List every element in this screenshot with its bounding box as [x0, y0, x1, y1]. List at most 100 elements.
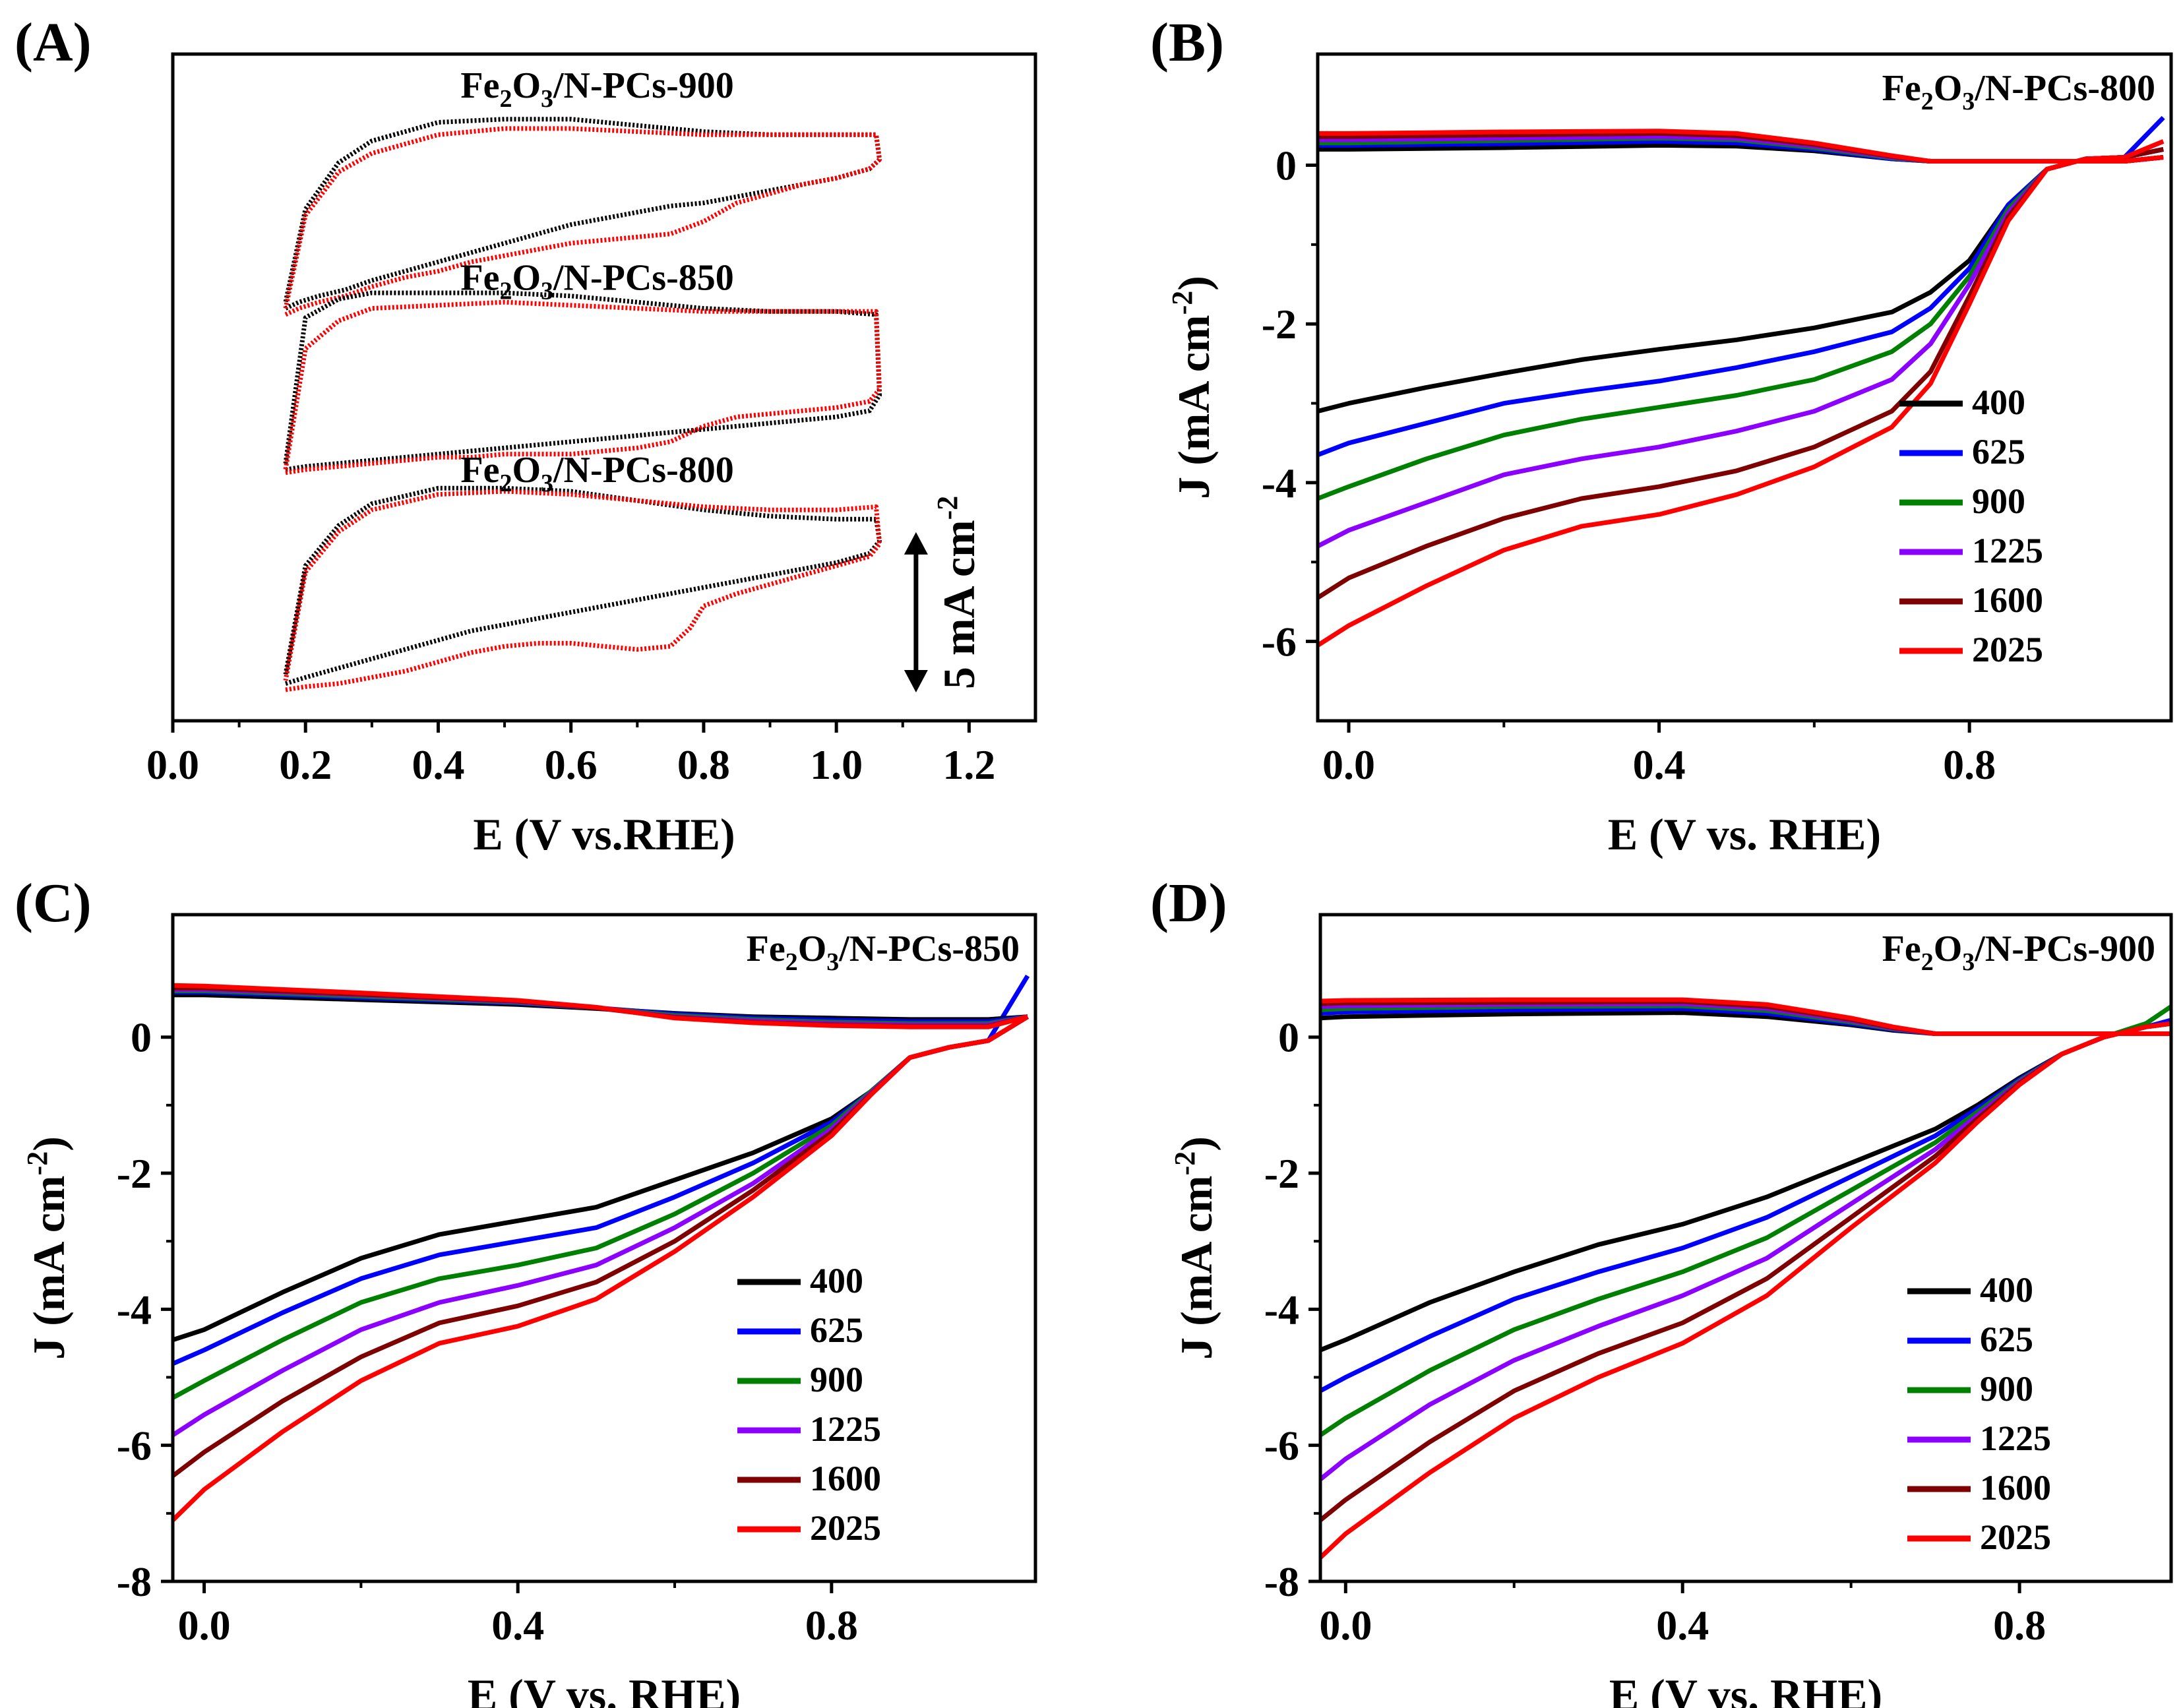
x-tick-label: 0.0: [1319, 1602, 1372, 1649]
series-line-850-black: [283, 290, 882, 472]
series-line-2025: [173, 1014, 1029, 1522]
y-tick-label: -6: [1264, 1422, 1299, 1469]
y-axis-title: J (mA cm-2): [1166, 276, 1219, 499]
panel-label-D: (D): [1150, 872, 1227, 934]
legend-label-1600: 1600: [1980, 1468, 2051, 1508]
y-tick-label: 0: [1278, 1014, 1299, 1061]
x-tick-label: 0.0: [146, 741, 199, 788]
legend-label-625: 625: [810, 1310, 863, 1350]
y-tick-label: -8: [1264, 1558, 1299, 1605]
legend-label-2025: 2025: [1980, 1517, 2051, 1557]
legend-label-900: 900: [1972, 481, 2025, 521]
series-line-900: [1318, 146, 2164, 501]
y-axis-title: J (mA cm-2): [21, 1136, 74, 1360]
series-line-800-red: [283, 489, 882, 692]
y-tick-label: 0: [131, 1014, 152, 1061]
legend-label-400: 400: [1980, 1270, 2033, 1310]
y-tick-label: -4: [117, 1286, 152, 1333]
x-tick-label: 1.2: [942, 741, 995, 788]
series-line-1225: [1320, 1021, 2171, 1482]
y-tick-label: -6: [117, 1422, 152, 1469]
sample-annotation-900: Fe2O3/N-PCs-900: [460, 65, 733, 113]
x-tick-label: 1.0: [810, 741, 863, 788]
x-tick-label: 0.0: [178, 1602, 231, 1649]
y-tick-label: 0: [1276, 142, 1297, 189]
legend-label-2025: 2025: [1972, 630, 2043, 669]
series-line-2025-an: [173, 983, 1028, 1029]
y-tick-label: -2: [1264, 1150, 1299, 1197]
y-tick-label: -6: [1262, 619, 1297, 665]
series-line-2025: [1318, 139, 2165, 648]
series-line-800-black: [283, 485, 882, 686]
x-tick-label: 0.8: [805, 1602, 858, 1649]
x-axis-title: E (V vs. RHE): [1608, 809, 1881, 859]
scale-bar-label: 5 mA cm-2: [931, 496, 984, 689]
sample-annotation-800: Fe2O3/N-PCs-800: [460, 450, 733, 497]
plot-frame-C: [171, 913, 1037, 1583]
series-line-625: [1318, 115, 2165, 458]
series-line-400-an: [1318, 142, 2164, 164]
series-line-1225: [1318, 146, 2164, 549]
panel-label-A: (A): [15, 12, 92, 73]
series-line-2025-an: [1318, 129, 2164, 164]
panel-label-C: (C): [15, 872, 92, 934]
x-tick-label: 0.8: [1993, 1602, 2046, 1649]
legend-label-625: 625: [1980, 1320, 2033, 1359]
x-tick-label: 0.4: [412, 741, 464, 788]
x-tick-label: 0.6: [545, 741, 598, 788]
legend-label-625: 625: [1972, 432, 2025, 472]
y-tick-label: -8: [117, 1558, 152, 1605]
x-tick-label: 0.2: [279, 741, 332, 788]
y-tick-label: -4: [1264, 1286, 1299, 1333]
panel-C: 0.0 0.4 0.8 0 -2 -4 -6 -8 E (V vs. RHE) J (mA cm-…: [15, 872, 1037, 1708]
series-line-400-an: [1320, 1010, 2171, 1036]
series-line-2025: [1320, 1021, 2171, 1560]
x-tick-label: 0.4: [1656, 1602, 1709, 1649]
legend-label-900: 900: [1980, 1369, 2033, 1409]
panel-A: 0.0 0.2 0.4 0.6 0.8 1.0 1.2 E (V vs.RHE) (A) Fe2O…: [15, 12, 1037, 859]
sample-annotation: Fe2O3/N-PCs-850: [747, 929, 1020, 976]
legend-label-900: 900: [810, 1360, 863, 1399]
legend-label-1225: 1225: [810, 1409, 881, 1449]
x-tick-label: 0.4: [1633, 741, 1686, 788]
scale-bar-arrow-down: [904, 669, 928, 692]
plot-frame-D: [1318, 913, 2173, 1583]
series-line-625-an: [1320, 1006, 2171, 1036]
series-line-2025-an: [1320, 997, 2171, 1036]
panel-label-B: (B): [1150, 12, 1224, 73]
legend-label-2025: 2025: [810, 1508, 881, 1548]
series-line-625-an: [1318, 138, 2164, 164]
legend-label-400: 400: [1972, 382, 2025, 422]
series-group-C: [173, 974, 1030, 1522]
sample-annotation: Fe2O3/N-PCs-900: [1882, 929, 2155, 976]
series-group-B: [1318, 115, 2165, 648]
panel-B: 0.0 0.4 0.8 0 -2 -4 -6 E (V vs. RHE) J (mA cm-2)…: [1150, 12, 2173, 859]
x-axis-title: E (V vs.RHE): [473, 809, 735, 859]
x-tick-label: 0.8: [677, 741, 730, 788]
legend-label-1225: 1225: [1972, 531, 2043, 570]
y-axis-title: J (mA cm-2): [1169, 1136, 1221, 1360]
legend-label-1600: 1600: [810, 1459, 881, 1498]
x-tick-label: 0.4: [491, 1602, 544, 1649]
sample-annotation: Fe2O3/N-PCs-800: [1882, 68, 2155, 115]
series-line-625: [173, 974, 1030, 1366]
plot-frame-A: [171, 52, 1037, 723]
x-tick-label: 0.0: [1322, 741, 1375, 788]
series-line-400: [1318, 146, 2164, 413]
legend-label-1225: 1225: [1980, 1418, 2051, 1458]
sample-annotation-850: Fe2O3/N-PCs-850: [460, 257, 733, 305]
y-tick-label: -2: [1262, 301, 1297, 348]
panel-D: 0.0 0.4 0.8 0 -2 -4 -6 -8 E (V vs. RHE) J (mA cm-…: [1150, 872, 2173, 1708]
series-line-850-red: [283, 299, 882, 475]
scale-bar-arrow-up: [904, 532, 928, 555]
series-group-A: [283, 117, 882, 692]
plot-frame-B: [1316, 52, 2173, 723]
y-tick-label: -2: [117, 1150, 152, 1197]
x-axis-title: E (V vs. RHE): [468, 1670, 741, 1708]
y-tick-label: -4: [1262, 460, 1297, 506]
series-group-D: [1320, 997, 2171, 1560]
series-line-900: [1320, 1004, 2171, 1438]
series-line-900-red: [283, 126, 882, 317]
x-axis-title: E (V vs. RHE): [1609, 1670, 1882, 1708]
